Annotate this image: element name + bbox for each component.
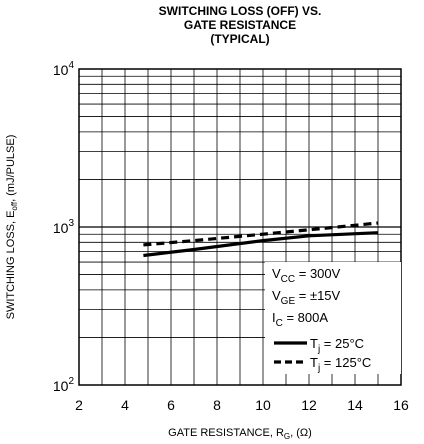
x-tick-labels: 2 4 6 8 10 12 14 16 [75,397,409,413]
y-tick-label: 102 [53,376,75,394]
x-tick-label: 2 [75,397,83,413]
series-lines [143,221,379,258]
x-tick-label: 16 [393,397,409,413]
y-tick-labels: 102 103 104 [53,60,75,394]
chart-title: SWITCHING LOSS (OFF) VS.GATE RESISTANCE(… [159,4,322,46]
chart-title-line: (TYPICAL) [210,32,269,46]
legend-background [265,262,401,374]
x-axis-label: GATE RESISTANCE, RG, (Ω) [168,427,312,441]
legend-label: Tj = 125°C [310,355,371,374]
y-axis-label: SWITCHING LOSS, Eoff, (mJ/PULSE) [5,135,19,320]
x-tick-label: 8 [213,397,221,413]
y-tick-label: 103 [53,218,75,236]
condition-text: VGE = ±15V [272,288,341,307]
x-tick-label: 12 [301,397,317,413]
condition-text: IC = 800A [272,310,328,329]
condition-text: VCC = 300V [272,266,341,285]
x-tick-label: 6 [167,397,175,413]
chart-title-line: SWITCHING LOSS (OFF) VS. [159,4,322,18]
conditions-legend: VCC = 300V VGE = ±15V IC = 800A Tj = 25°CTj… [265,262,401,374]
x-tick-label: 14 [347,397,363,413]
chart-title-line: GATE RESISTANCE [184,18,296,32]
plot-frame [78,68,402,386]
y-tick-label: 104 [53,60,75,78]
series-line [143,231,379,258]
x-tick-label: 4 [121,397,129,413]
series-line [143,221,379,247]
x-tick-label: 10 [255,397,271,413]
legend-label: Tj = 25°C [310,336,364,355]
